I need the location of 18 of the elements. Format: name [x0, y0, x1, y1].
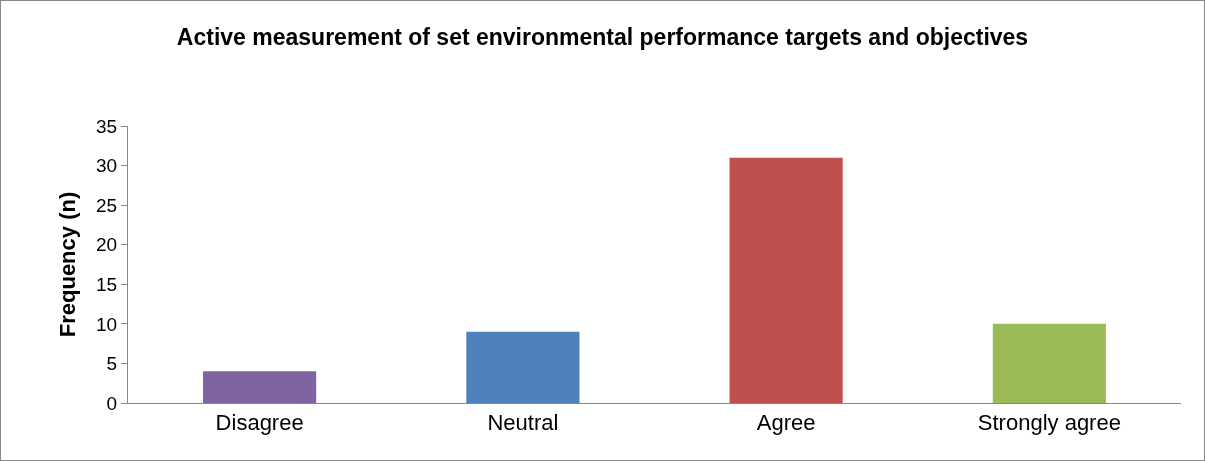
- bar: [729, 157, 843, 403]
- x-tick-label: Strongly agree: [977, 410, 1121, 436]
- x-tick-label: Agree: [756, 410, 816, 436]
- y-tick-label: 20: [96, 234, 118, 256]
- bar: [203, 371, 317, 403]
- bar: [992, 323, 1106, 403]
- chart-title: Active measurement of set environmental performance targets and objectives: [176, 23, 1029, 50]
- x-tick-label: Neutral: [487, 410, 559, 436]
- y-tick-label: 35: [96, 115, 118, 137]
- y-tick-label: 5: [106, 353, 118, 375]
- y-tick-label: 15: [96, 273, 118, 295]
- x-tick-label: Disagree: [215, 410, 304, 436]
- y-axis-title: Frequency (n): [54, 191, 80, 338]
- y-tick-label: 10: [96, 313, 118, 335]
- bar: [466, 331, 580, 403]
- y-tick-label: 0: [106, 392, 118, 414]
- y-tick-label: 30: [96, 155, 118, 177]
- y-tick-label: 25: [96, 194, 118, 216]
